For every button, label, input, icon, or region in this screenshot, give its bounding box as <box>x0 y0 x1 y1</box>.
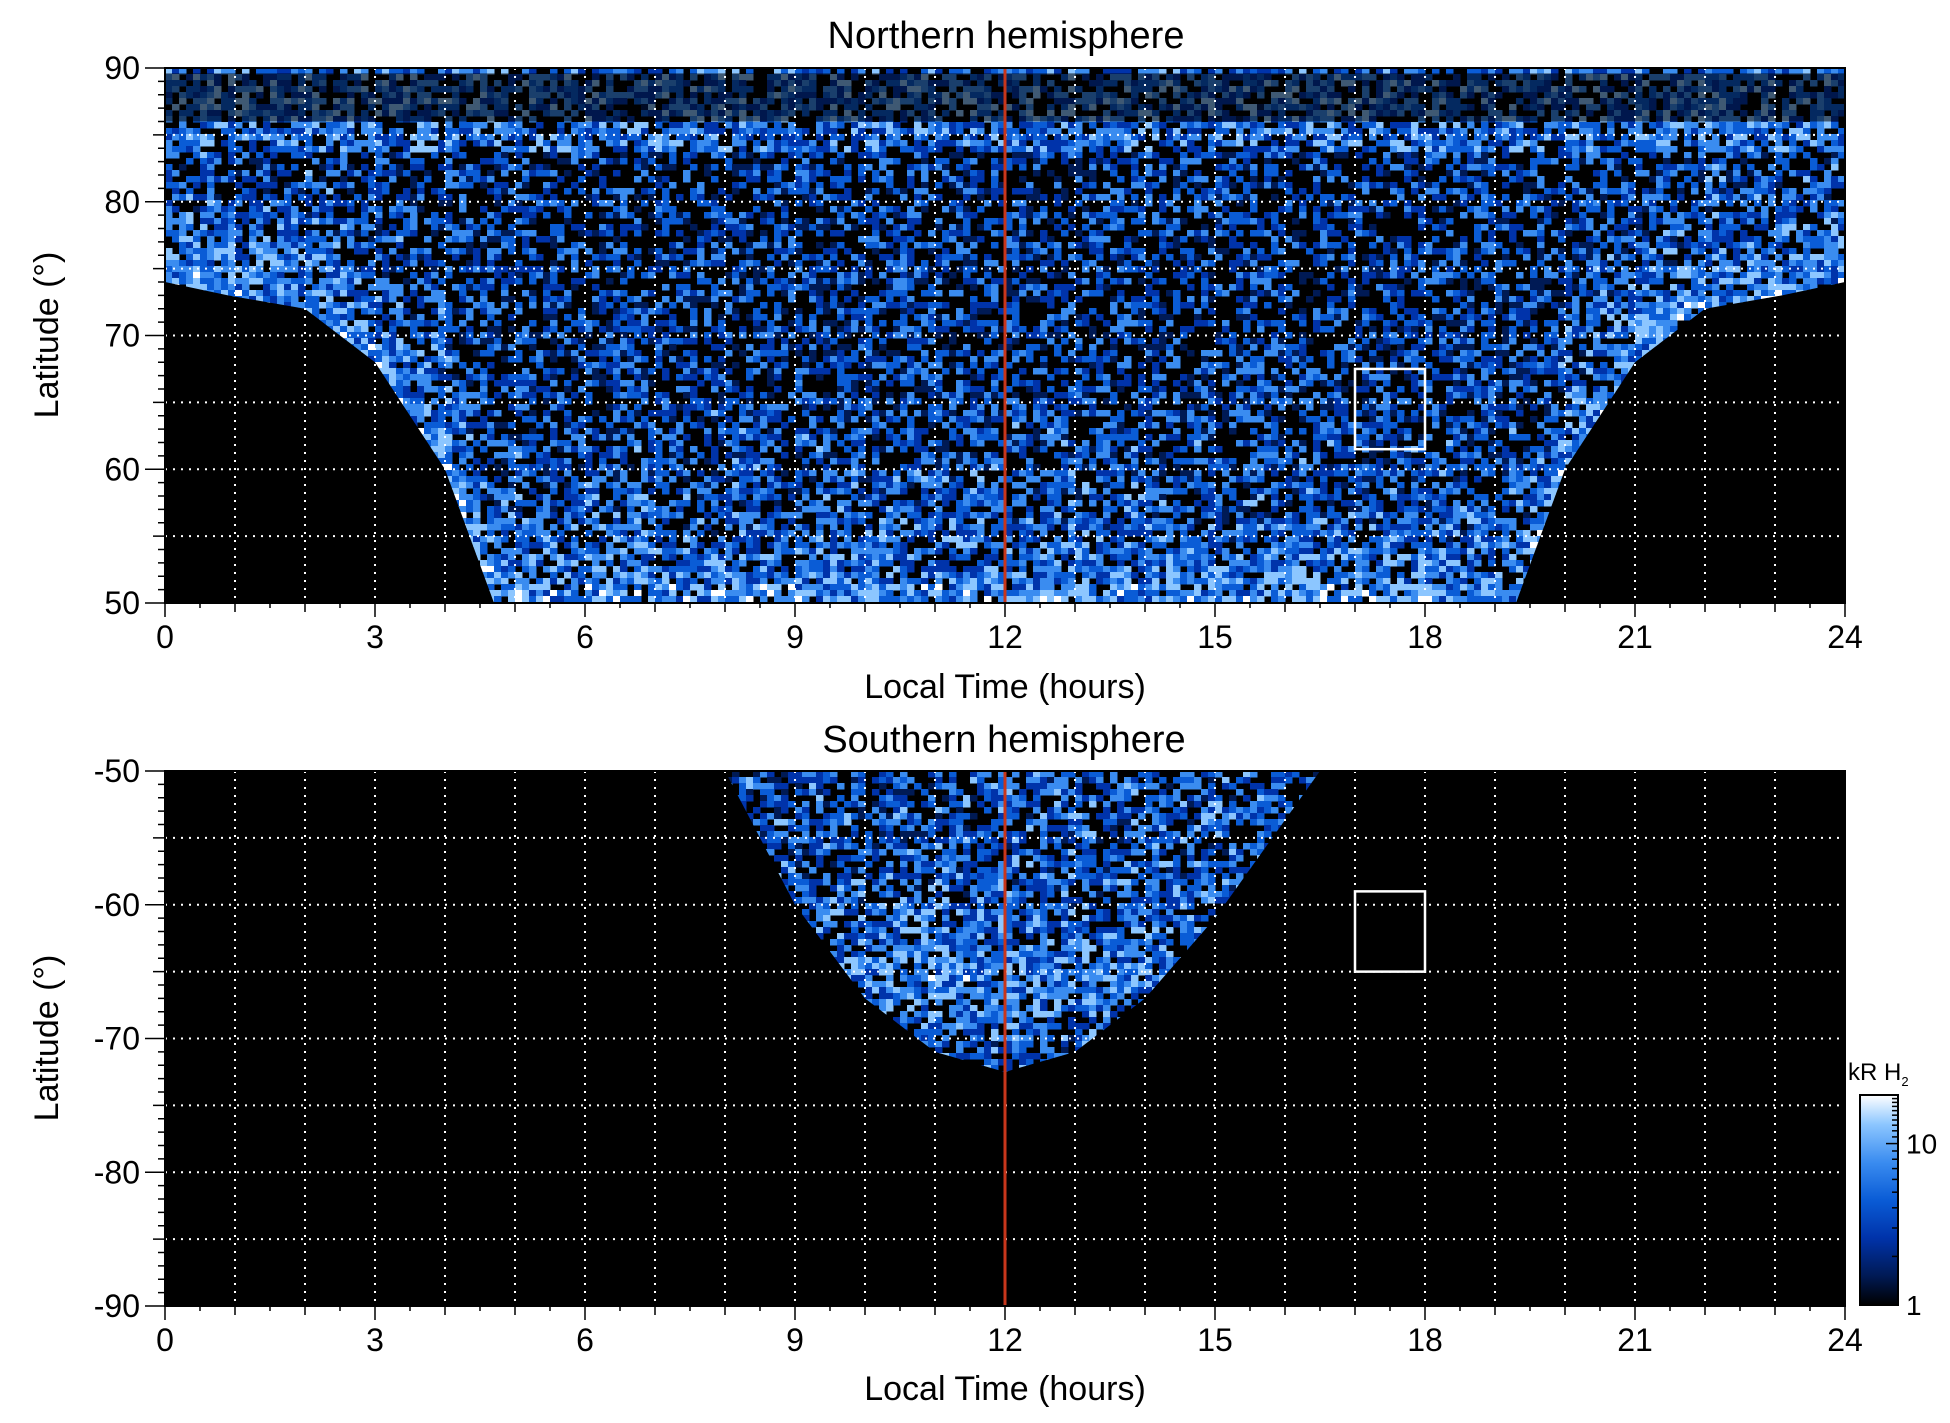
x-axis-label: Local Time (hours) <box>864 668 1146 706</box>
highlight-box <box>1353 890 1427 973</box>
grid <box>165 771 1845 1306</box>
x-tick-label: 3 <box>366 619 384 655</box>
x-tick-label: 0 <box>156 619 174 655</box>
y-axis: 50 60 70 80 90 <box>104 50 165 621</box>
x-tick-label: 3 <box>366 1322 384 1358</box>
y-axis: -50 -60 -70 -80 -90 <box>94 753 165 1324</box>
x-tick-label: 9 <box>786 1322 804 1358</box>
chart-title: Northern hemisphere <box>828 15 1185 57</box>
x-tick-label: 9 <box>786 619 804 655</box>
y-tick-label: -60 <box>94 887 140 923</box>
x-tick-label: 15 <box>1197 619 1233 655</box>
x-tick-label: 18 <box>1407 619 1443 655</box>
colorbar-tick-label: 1 <box>1906 1290 1922 1321</box>
x-tick-label: 21 <box>1617 1322 1653 1358</box>
colorbar: kR H2 1 10 <box>1848 1059 1937 1321</box>
colorbar-label-subscript: 2 <box>1901 1074 1908 1089</box>
x-tick-label: 12 <box>987 1322 1023 1358</box>
x-tick-label: 6 <box>576 619 594 655</box>
x-tick-label: 12 <box>987 619 1023 655</box>
x-tick-label: 15 <box>1197 1322 1233 1358</box>
y-tick-label: 50 <box>104 585 140 621</box>
chart-title: Southern hemisphere <box>822 719 1185 761</box>
x-tick-label: 18 <box>1407 1322 1443 1358</box>
colorbar-label: kR H2 <box>1848 1059 1909 1089</box>
colorbar-label-main: kR H <box>1848 1059 1901 1086</box>
y-axis-label: Latitude (°) <box>28 955 66 1122</box>
y-axis-label: Latitude (°) <box>28 252 66 419</box>
y-tick-label: -50 <box>94 753 140 789</box>
highlight-box-group <box>1353 367 1427 451</box>
northern-hemisphere-panel: Northern hemisphere 0 3 6 9 12 15 18 21 24 50 60 7… <box>28 15 1863 706</box>
y-tick-label: 60 <box>104 451 140 487</box>
y-tick-label: -80 <box>94 1154 140 1190</box>
colorbar-gradient <box>1859 1094 1899 1306</box>
x-tick-label: 6 <box>576 1322 594 1358</box>
x-axis: 0 3 6 9 12 15 18 21 24 <box>156 603 1863 655</box>
x-axis: 0 3 6 9 12 15 18 21 24 <box>156 1306 1863 1358</box>
y-tick-label: -90 <box>94 1288 140 1324</box>
x-tick-label: 24 <box>1827 619 1863 655</box>
x-tick-label: 21 <box>1617 619 1653 655</box>
y-tick-label: 80 <box>104 184 140 220</box>
y-tick-label: 90 <box>104 50 140 86</box>
colorbar-ticks: 1 10 <box>1886 1094 1937 1321</box>
x-tick-label: 24 <box>1827 1322 1863 1358</box>
highlight-box-group <box>1353 890 1427 973</box>
highlight-box <box>1353 367 1427 451</box>
colorbar-tick-label: 10 <box>1906 1129 1937 1160</box>
x-tick-label: 0 <box>156 1322 174 1358</box>
southern-hemisphere-panel: Southern hemisphere 0 3 6 9 12 15 18 21 24 -50 -6… <box>28 719 1863 1408</box>
y-tick-label: 70 <box>104 318 140 354</box>
x-axis-label: Local Time (hours) <box>864 1370 1146 1408</box>
y-tick-label: -70 <box>94 1021 140 1057</box>
